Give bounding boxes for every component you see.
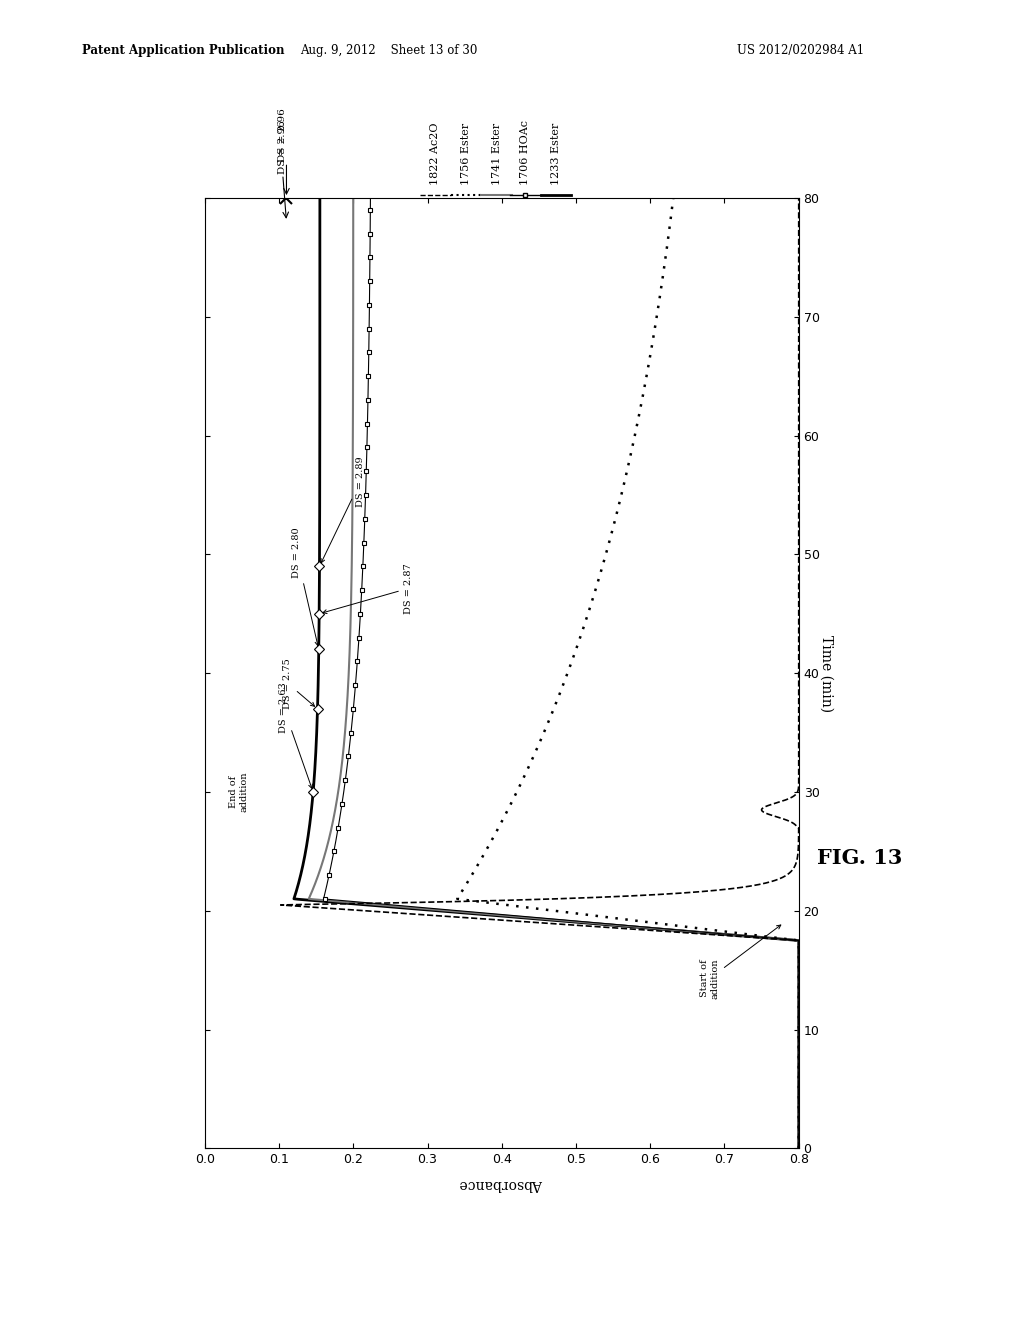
Text: 1756 Ester: 1756 Ester [461,123,471,185]
Text: End of
addition: End of addition [229,772,249,812]
Text: DS = 2.63: DS = 2.63 [279,682,312,788]
Text: 1822 Ac2O: 1822 Ac2O [430,123,440,185]
Text: DS = 2.96: DS = 2.96 [279,120,288,174]
Text: Start of
addition: Start of addition [700,925,780,999]
Text: 1741 Ester: 1741 Ester [492,123,502,185]
Text: DS = 2.89: DS = 2.89 [322,457,365,562]
Text: DS = 2.80: DS = 2.80 [292,528,318,645]
Text: FIG. 13: FIG. 13 [817,847,903,869]
Text: Aug. 9, 2012    Sheet 13 of 30: Aug. 9, 2012 Sheet 13 of 30 [300,44,478,57]
Text: DS = 2.96: DS = 2.96 [279,108,288,162]
Text: Patent Application Publication: Patent Application Publication [82,44,285,57]
Text: DS = 2.87: DS = 2.87 [323,564,413,614]
Y-axis label: Time (min): Time (min) [819,635,834,711]
Text: US 2012/0202984 A1: US 2012/0202984 A1 [737,44,864,57]
Text: DS = 2.75: DS = 2.75 [284,659,314,709]
Text: 1706 HOAc: 1706 HOAc [520,120,530,185]
X-axis label: Absorbance: Absorbance [460,1177,544,1192]
Text: 1233 Ester: 1233 Ester [551,123,561,185]
